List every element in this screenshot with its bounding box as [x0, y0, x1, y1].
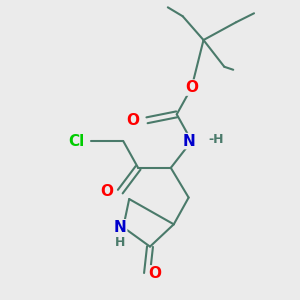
Text: O: O: [148, 266, 161, 281]
Text: O: O: [100, 184, 113, 199]
Text: N: N: [114, 220, 127, 235]
Text: O: O: [185, 80, 198, 95]
Text: Cl: Cl: [68, 134, 85, 148]
Text: O: O: [127, 113, 140, 128]
Text: H: H: [115, 236, 125, 249]
Text: N: N: [183, 134, 196, 148]
Text: -H: -H: [208, 133, 224, 146]
